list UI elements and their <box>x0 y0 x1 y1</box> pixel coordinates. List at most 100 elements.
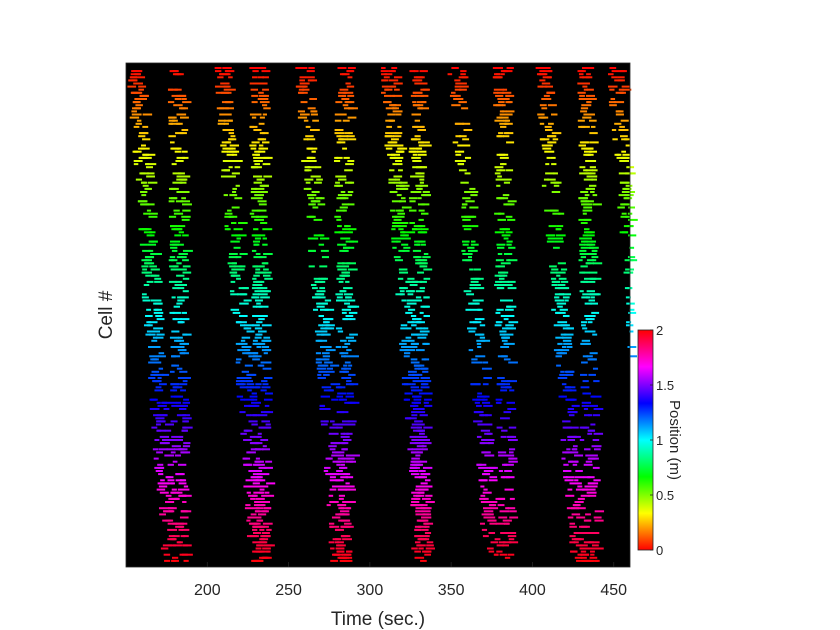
spike-mark <box>182 414 191 417</box>
spike-mark <box>328 541 335 544</box>
spike-mark <box>153 311 164 314</box>
spike-mark <box>410 94 416 97</box>
spike-mark <box>258 203 267 206</box>
spike-mark <box>477 346 482 348</box>
spike-mark <box>620 91 625 94</box>
spike-mark <box>264 404 270 407</box>
spike-mark <box>239 386 249 389</box>
spike-mark <box>266 528 272 531</box>
spike-mark <box>404 349 410 352</box>
spike-mark <box>401 377 411 379</box>
spike-mark <box>503 70 513 73</box>
spike-mark <box>483 377 492 379</box>
spike-mark <box>589 315 595 317</box>
spike-mark <box>415 296 422 299</box>
spike-mark <box>308 197 315 200</box>
spike-mark <box>540 85 548 88</box>
spike-mark <box>455 153 462 156</box>
spike-mark <box>457 144 467 147</box>
spike-mark <box>473 277 480 280</box>
spike-mark <box>253 243 260 246</box>
spike-mark <box>159 435 170 438</box>
spike-mark <box>416 448 423 451</box>
spike-mark <box>475 287 485 290</box>
spike-mark <box>223 88 230 91</box>
spike-mark <box>251 398 258 401</box>
spike-mark <box>506 169 514 172</box>
spike-mark <box>140 191 148 193</box>
spike-mark <box>257 364 263 367</box>
spike-mark <box>171 355 181 358</box>
spike-mark <box>624 287 633 290</box>
spike-mark <box>581 271 590 274</box>
spike-mark <box>580 200 590 203</box>
spike-mark <box>343 473 351 476</box>
spike-mark <box>158 507 165 510</box>
spike-mark <box>180 535 186 538</box>
spike-mark <box>470 280 479 283</box>
spike-mark <box>161 373 170 376</box>
spike-mark <box>547 237 557 240</box>
spike-mark <box>495 94 504 97</box>
spike-mark <box>346 70 354 73</box>
spike-mark <box>346 507 352 510</box>
spike-mark <box>417 336 427 339</box>
spike-mark <box>219 73 230 76</box>
spike-mark <box>182 234 189 237</box>
spike-mark <box>326 370 335 373</box>
spike-mark <box>144 259 150 262</box>
spike-mark <box>341 355 346 358</box>
spike-mark <box>415 290 425 293</box>
spike-mark <box>167 101 175 104</box>
spike-mark <box>150 234 155 237</box>
spike-mark <box>235 184 240 187</box>
spike-mark <box>260 361 268 364</box>
spike-mark <box>346 485 355 488</box>
spike-mark <box>169 311 175 314</box>
spike-mark <box>418 218 424 221</box>
spike-mark <box>252 463 260 466</box>
spike-mark <box>579 544 588 547</box>
spike-mark <box>426 544 434 547</box>
spike-mark <box>494 76 502 79</box>
spike-mark <box>318 324 324 327</box>
spike-mark <box>580 550 587 553</box>
spike-mark <box>464 191 473 193</box>
spike-mark <box>500 315 509 317</box>
spike-mark <box>424 516 432 519</box>
spike-mark <box>583 150 592 153</box>
spike-mark <box>152 299 162 302</box>
spike-mark <box>607 73 614 76</box>
spike-mark <box>179 408 187 410</box>
spike-mark <box>500 73 505 76</box>
spike-mark <box>235 361 241 364</box>
spike-mark <box>497 401 502 404</box>
spike-mark <box>154 389 164 392</box>
spike-mark <box>555 311 561 314</box>
spike-mark <box>232 194 238 197</box>
spike-mark <box>617 79 623 82</box>
spike-mark <box>393 82 401 85</box>
spike-mark <box>335 293 343 296</box>
spike-mark <box>583 519 591 522</box>
spike-mark <box>399 187 409 190</box>
spike-mark <box>470 194 478 197</box>
spike-mark <box>129 116 140 119</box>
spike-mark <box>258 234 266 237</box>
spike-mark <box>465 308 471 311</box>
spike-mark <box>324 308 335 311</box>
spike-mark <box>501 336 510 339</box>
spike-mark <box>418 488 428 491</box>
spike-mark <box>172 70 179 73</box>
spike-mark <box>253 280 263 283</box>
spike-mark <box>498 101 505 104</box>
spike-mark <box>391 228 396 231</box>
spike-mark <box>181 349 187 352</box>
spike-mark <box>563 463 569 466</box>
spike-mark <box>183 442 191 445</box>
spike-mark <box>417 429 423 432</box>
spike-mark <box>329 525 340 528</box>
spike-mark <box>502 284 512 286</box>
spike-mark <box>622 187 632 190</box>
spike-mark <box>409 417 417 420</box>
